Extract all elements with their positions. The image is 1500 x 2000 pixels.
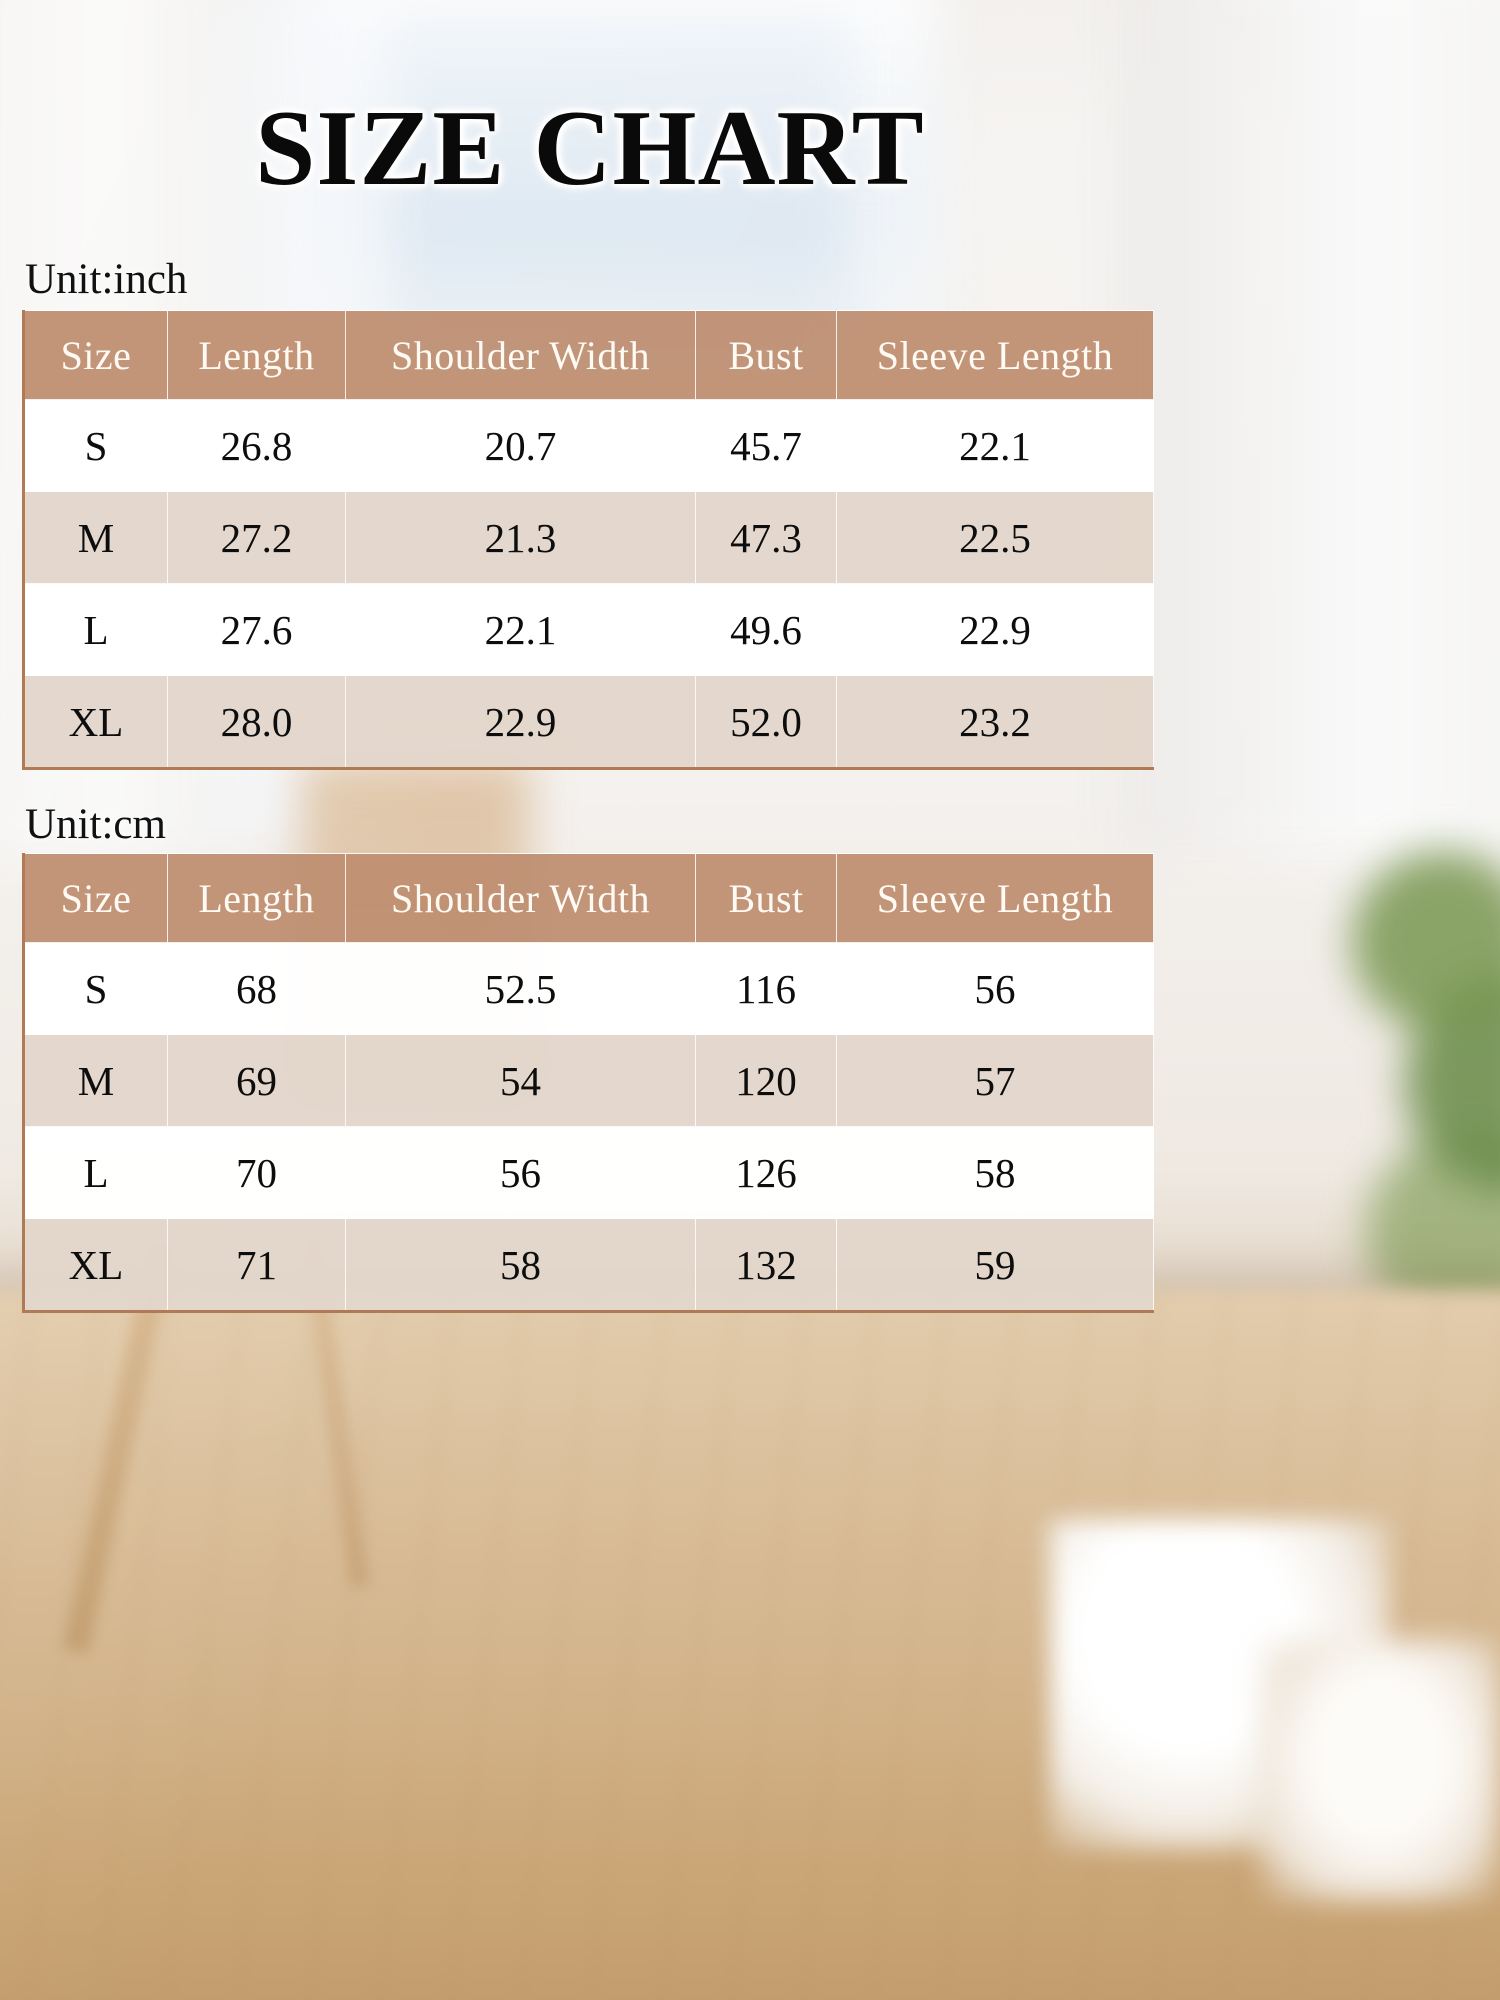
column-header-shoulder-width: Shoulder Width [345,310,696,400]
table-row: M 69 54 120 57 [23,1034,1154,1127]
cell-size: L [23,1126,168,1219]
cell-length: 68 [167,942,346,1035]
column-header-size: Size [23,853,168,943]
cell-size: S [23,942,168,1035]
cell-length: 27.6 [167,583,346,676]
table-header-row: Size Length Shoulder Width Bust Sleeve L… [23,853,1154,943]
cell-sleeve-length: 59 [836,1218,1154,1312]
cell-shoulder-width: 58 [345,1218,696,1312]
cell-bust: 52.0 [695,675,837,769]
cell-size: XL [23,675,168,769]
cell-length: 71 [167,1218,346,1312]
table-row: L 70 56 126 58 [23,1126,1154,1219]
table-header-row: Size Length Shoulder Width Bust Sleeve L… [23,310,1154,400]
cell-size: XL [23,1218,168,1312]
background-white-object [1260,1640,1500,1900]
cell-sleeve-length: 22.5 [836,491,1154,584]
table-row: XL 71 58 132 59 [23,1218,1154,1312]
table-row: S 68 52.5 116 56 [23,942,1154,1035]
cell-sleeve-length: 23.2 [836,675,1154,769]
cell-shoulder-width: 21.3 [345,491,696,584]
cell-size: M [23,491,168,584]
cell-length: 27.2 [167,491,346,584]
cell-shoulder-width: 52.5 [345,942,696,1035]
cell-shoulder-width: 20.7 [345,399,696,492]
cell-sleeve-length: 22.1 [836,399,1154,492]
cell-bust: 49.6 [695,583,837,676]
cell-length: 70 [167,1126,346,1219]
cell-shoulder-width: 22.9 [345,675,696,769]
cell-sleeve-length: 56 [836,942,1154,1035]
table-row: XL 28.0 22.9 52.0 23.2 [23,675,1154,769]
cell-sleeve-length: 57 [836,1034,1154,1127]
table-row: M 27.2 21.3 47.3 22.5 [23,491,1154,584]
size-table-inch: Size Length Shoulder Width Bust Sleeve L… [22,310,1154,770]
cell-bust: 126 [695,1126,837,1219]
column-header-sleeve-length: Sleeve Length [836,853,1154,943]
cell-sleeve-length: 58 [836,1126,1154,1219]
cell-length: 69 [167,1034,346,1127]
table-row: L 27.6 22.1 49.6 22.9 [23,583,1154,676]
cell-sleeve-length: 22.9 [836,583,1154,676]
column-header-sleeve-length: Sleeve Length [836,310,1154,400]
cell-size: S [23,399,168,492]
column-header-bust: Bust [695,310,837,400]
cell-size: L [23,583,168,676]
cell-bust: 47.3 [695,491,837,584]
column-header-length: Length [167,853,346,943]
cell-bust: 45.7 [695,399,837,492]
cell-shoulder-width: 54 [345,1034,696,1127]
cell-shoulder-width: 56 [345,1126,696,1219]
size-table-cm: Size Length Shoulder Width Bust Sleeve L… [22,853,1154,1313]
cell-bust: 116 [695,942,837,1035]
cell-shoulder-width: 22.1 [345,583,696,676]
column-header-length: Length [167,310,346,400]
background-curtain-right [1120,0,1500,860]
cell-length: 28.0 [167,675,346,769]
cell-bust: 120 [695,1034,837,1127]
column-header-size: Size [23,310,168,400]
page-title: SIZE CHART [255,89,925,208]
column-header-bust: Bust [695,853,837,943]
cell-length: 26.8 [167,399,346,492]
unit-label-cm: Unit:cm [25,801,166,848]
cell-size: M [23,1034,168,1127]
column-header-shoulder-width: Shoulder Width [345,853,696,943]
unit-label-inch: Unit:inch [25,256,188,303]
table-row: S 26.8 20.7 45.7 22.1 [23,399,1154,492]
cell-bust: 132 [695,1218,837,1312]
